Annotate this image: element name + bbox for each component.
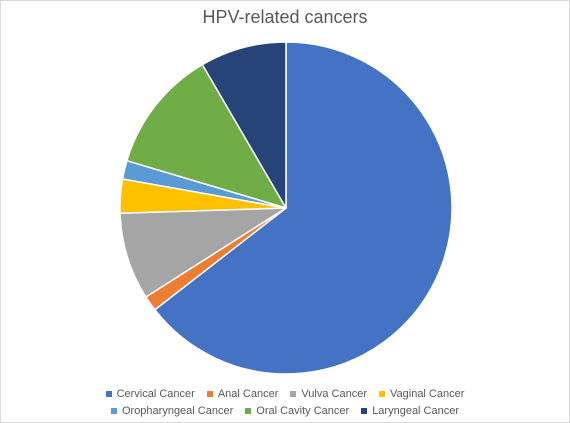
legend-row-1: Cervical Cancer Anal Cancer Vulva Cancer…: [1, 388, 569, 400]
legend-swatch-oropharyngeal-cancer: [110, 408, 117, 414]
legend-item-vaginal-cancer: Vaginal Cancer: [379, 388, 464, 400]
chart-title: HPV-related cancers: [202, 7, 368, 27]
pie-slice-laryngeal-cancer: [201, 41, 287, 209]
pie-slice-oral-cavity-cancer: [126, 63, 287, 209]
legend-swatch-oral-cavity-cancer: [245, 408, 252, 414]
legend-label-oropharyngeal-cancer: Oropharyngeal Cancer: [121, 405, 234, 417]
pie-slice-vulva-cancer: [119, 207, 287, 298]
legend-swatch-vulva-cancer: [290, 391, 297, 397]
legend-item-cervical-cancer: Cervical Cancer: [105, 388, 195, 400]
legend-swatch-vaginal-cancer: [379, 391, 385, 397]
legend-label-vulva-cancer: Vulva Cancer: [301, 388, 367, 400]
legend-label-vaginal-cancer: Vaginal Cancer: [390, 388, 465, 400]
legend-item-oropharyngeal-cancer: Oropharyngeal Cancer: [110, 405, 234, 417]
legend-item-laryngeal-cancer: Laryngeal Cancer: [361, 405, 459, 417]
legend-swatch-cervical-cancer: [105, 391, 112, 397]
legend-item-vulva-cancer: Vulva Cancer: [290, 388, 367, 400]
legend-label-cervical-cancer: Cervical Cancer: [116, 388, 195, 400]
legend-swatch-laryngeal-cancer: [361, 408, 368, 414]
legend-swatch-anal-cancer: [206, 391, 213, 397]
legend-row-2: Oropharyngeal Cancer Oral Cavity Cancer …: [1, 405, 569, 417]
pie-chart: [119, 41, 453, 375]
legend-label-anal-cancer: Anal Cancer: [217, 388, 279, 400]
legend-item-oral-cavity-cancer: Oral Cavity Cancer: [245, 405, 349, 417]
legend-label-oral-cavity-cancer: Oral Cavity Cancer: [256, 405, 350, 417]
legend-item-anal-cancer: Anal Cancer: [206, 388, 279, 400]
legend-label-laryngeal-cancer: Laryngeal Cancer: [372, 405, 460, 417]
pie-slice-cervical-cancer: [154, 41, 453, 375]
